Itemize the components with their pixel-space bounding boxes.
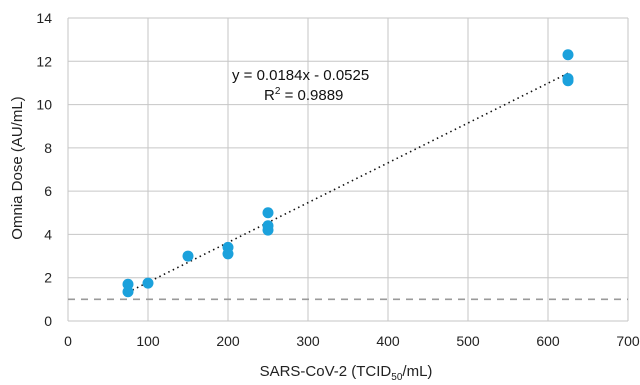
x-tick-label: 200 xyxy=(216,333,240,349)
x-tick-label: 400 xyxy=(376,333,400,349)
y-tick-label: 2 xyxy=(44,270,52,286)
grid-lines xyxy=(67,17,629,322)
x-tick-label: 700 xyxy=(616,333,640,349)
data-point xyxy=(122,286,134,298)
y-tick-label: 12 xyxy=(36,53,52,69)
data-point xyxy=(562,75,574,87)
trendline xyxy=(127,72,569,293)
y-tick-label: 8 xyxy=(44,140,52,156)
trendline-equation: y = 0.0184x - 0.0525 xyxy=(232,67,369,84)
data-point xyxy=(262,207,274,219)
x-axis-title: SARS-CoV-2 (TCID50/mL) xyxy=(260,363,433,383)
x-tick-label: 300 xyxy=(296,333,320,349)
trendline-layer xyxy=(127,72,569,293)
y-tick-label: 10 xyxy=(36,97,52,113)
x-tick-labels: 0 100 200 300 400 500 600 700 xyxy=(64,333,640,349)
data-point xyxy=(262,224,274,236)
data-point xyxy=(122,278,134,290)
data-point xyxy=(222,248,234,260)
y-axis-title: Omnia Dose (AU/mL) xyxy=(9,96,26,239)
y-tick-label: 6 xyxy=(44,183,52,199)
data-point xyxy=(142,277,154,289)
x-tick-label: 600 xyxy=(536,333,560,349)
data-point xyxy=(182,250,194,262)
y-tick-label: 0 xyxy=(44,313,52,329)
y-tick-labels: 0 2 4 6 8 10 12 14 xyxy=(36,10,52,329)
x-tick-label: 500 xyxy=(456,333,480,349)
r-squared-label: R2 = 0.9889 xyxy=(264,86,343,104)
x-tick-label: 100 xyxy=(136,333,160,349)
y-tick-label: 4 xyxy=(44,226,52,242)
y-tick-label: 14 xyxy=(36,10,52,26)
x-tick-label: 0 xyxy=(64,333,72,349)
data-point xyxy=(562,49,574,61)
data-points xyxy=(122,49,574,298)
